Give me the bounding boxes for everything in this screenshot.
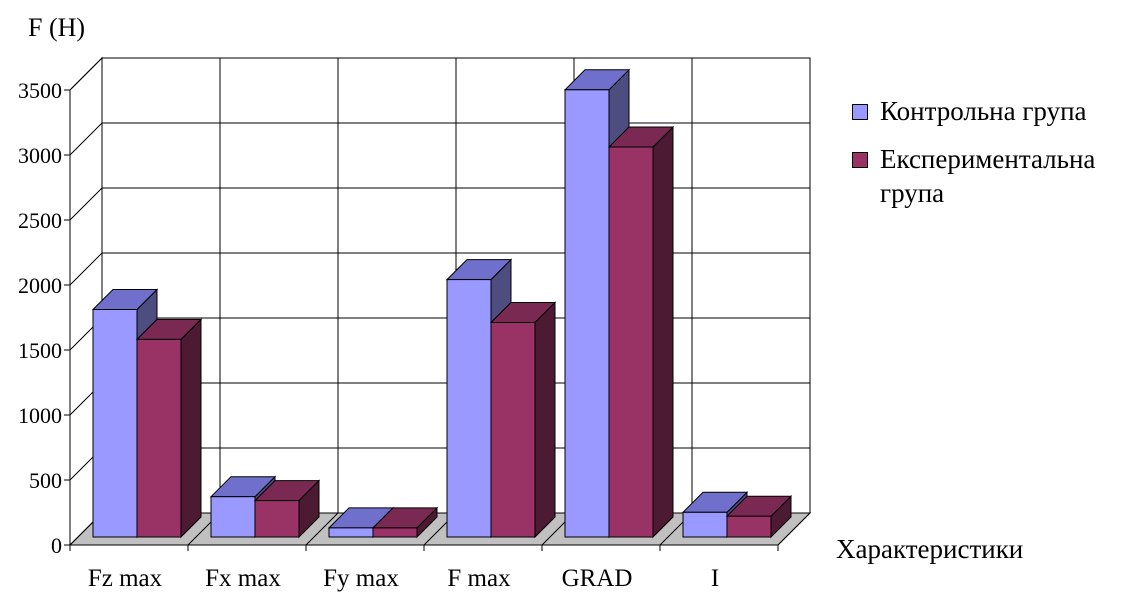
bar-front	[446, 279, 492, 538]
bar-i-series-1	[725, 494, 793, 539]
legend-item-series-0: Контрольна група	[852, 94, 1114, 128]
y-axis-label: F (Н)	[28, 13, 85, 42]
bar-side	[180, 318, 202, 539]
y-tick-label: 0	[51, 533, 62, 558]
bar-front	[254, 500, 300, 538]
bar-fz-max-series-1	[135, 318, 203, 539]
bar-side	[652, 125, 674, 539]
floor-divider	[305, 512, 339, 546]
y-tick-label: 2500	[18, 208, 62, 233]
y-tick-label: 500	[29, 468, 62, 493]
floor-divider	[777, 512, 811, 546]
bar-front	[92, 309, 138, 538]
bar-side	[534, 301, 556, 539]
bar-front	[682, 511, 728, 538]
bars-group	[91, 68, 793, 539]
axes-group: 0 500 1000 1500 2000 2500 3000 3500 Fz max Fx max…	[18, 78, 779, 592]
bar-f-max-series-1	[489, 301, 557, 539]
bar-grad-series-1	[607, 125, 675, 539]
bar-front	[564, 89, 610, 538]
y-tick-label: 3500	[18, 78, 62, 103]
y-tick-label: 1000	[18, 403, 62, 428]
legend-label-series-0: Контрольна група	[880, 96, 1087, 126]
bar-front	[372, 527, 418, 538]
bar-front	[726, 515, 772, 538]
x-tick-label: Fy max	[323, 565, 399, 592]
bar-front	[136, 338, 182, 538]
bar-fx-max-series-0	[209, 475, 277, 539]
legend-swatch-series-0	[852, 104, 868, 120]
x-tick-label: I	[711, 565, 719, 592]
legend-item-series-1: Експериментальна група	[852, 142, 1114, 210]
x-tick-label: Fz max	[88, 565, 163, 592]
bar-fx-max-series-1	[253, 479, 321, 539]
bar-front	[490, 322, 536, 538]
legend-swatch-series-1	[852, 152, 868, 168]
x-tick-label: Fx max	[205, 565, 281, 592]
x-tick-label: F max	[447, 565, 511, 592]
x-tick-label: GRAD	[562, 565, 633, 592]
bar-front	[328, 527, 374, 538]
y-tick-label: 3000	[18, 143, 62, 168]
bar-front	[608, 146, 654, 538]
y-tick-label: 1500	[18, 338, 62, 363]
x-axis-label: Характеристики	[836, 534, 1023, 564]
legend-label-series-1: Експериментальна група	[880, 144, 1096, 208]
bar-front	[210, 496, 256, 538]
legend: Контрольна група Експериментальна група	[852, 94, 1114, 224]
bar-fy-max-series-1	[371, 506, 439, 539]
y-tick-label: 2000	[18, 273, 62, 298]
